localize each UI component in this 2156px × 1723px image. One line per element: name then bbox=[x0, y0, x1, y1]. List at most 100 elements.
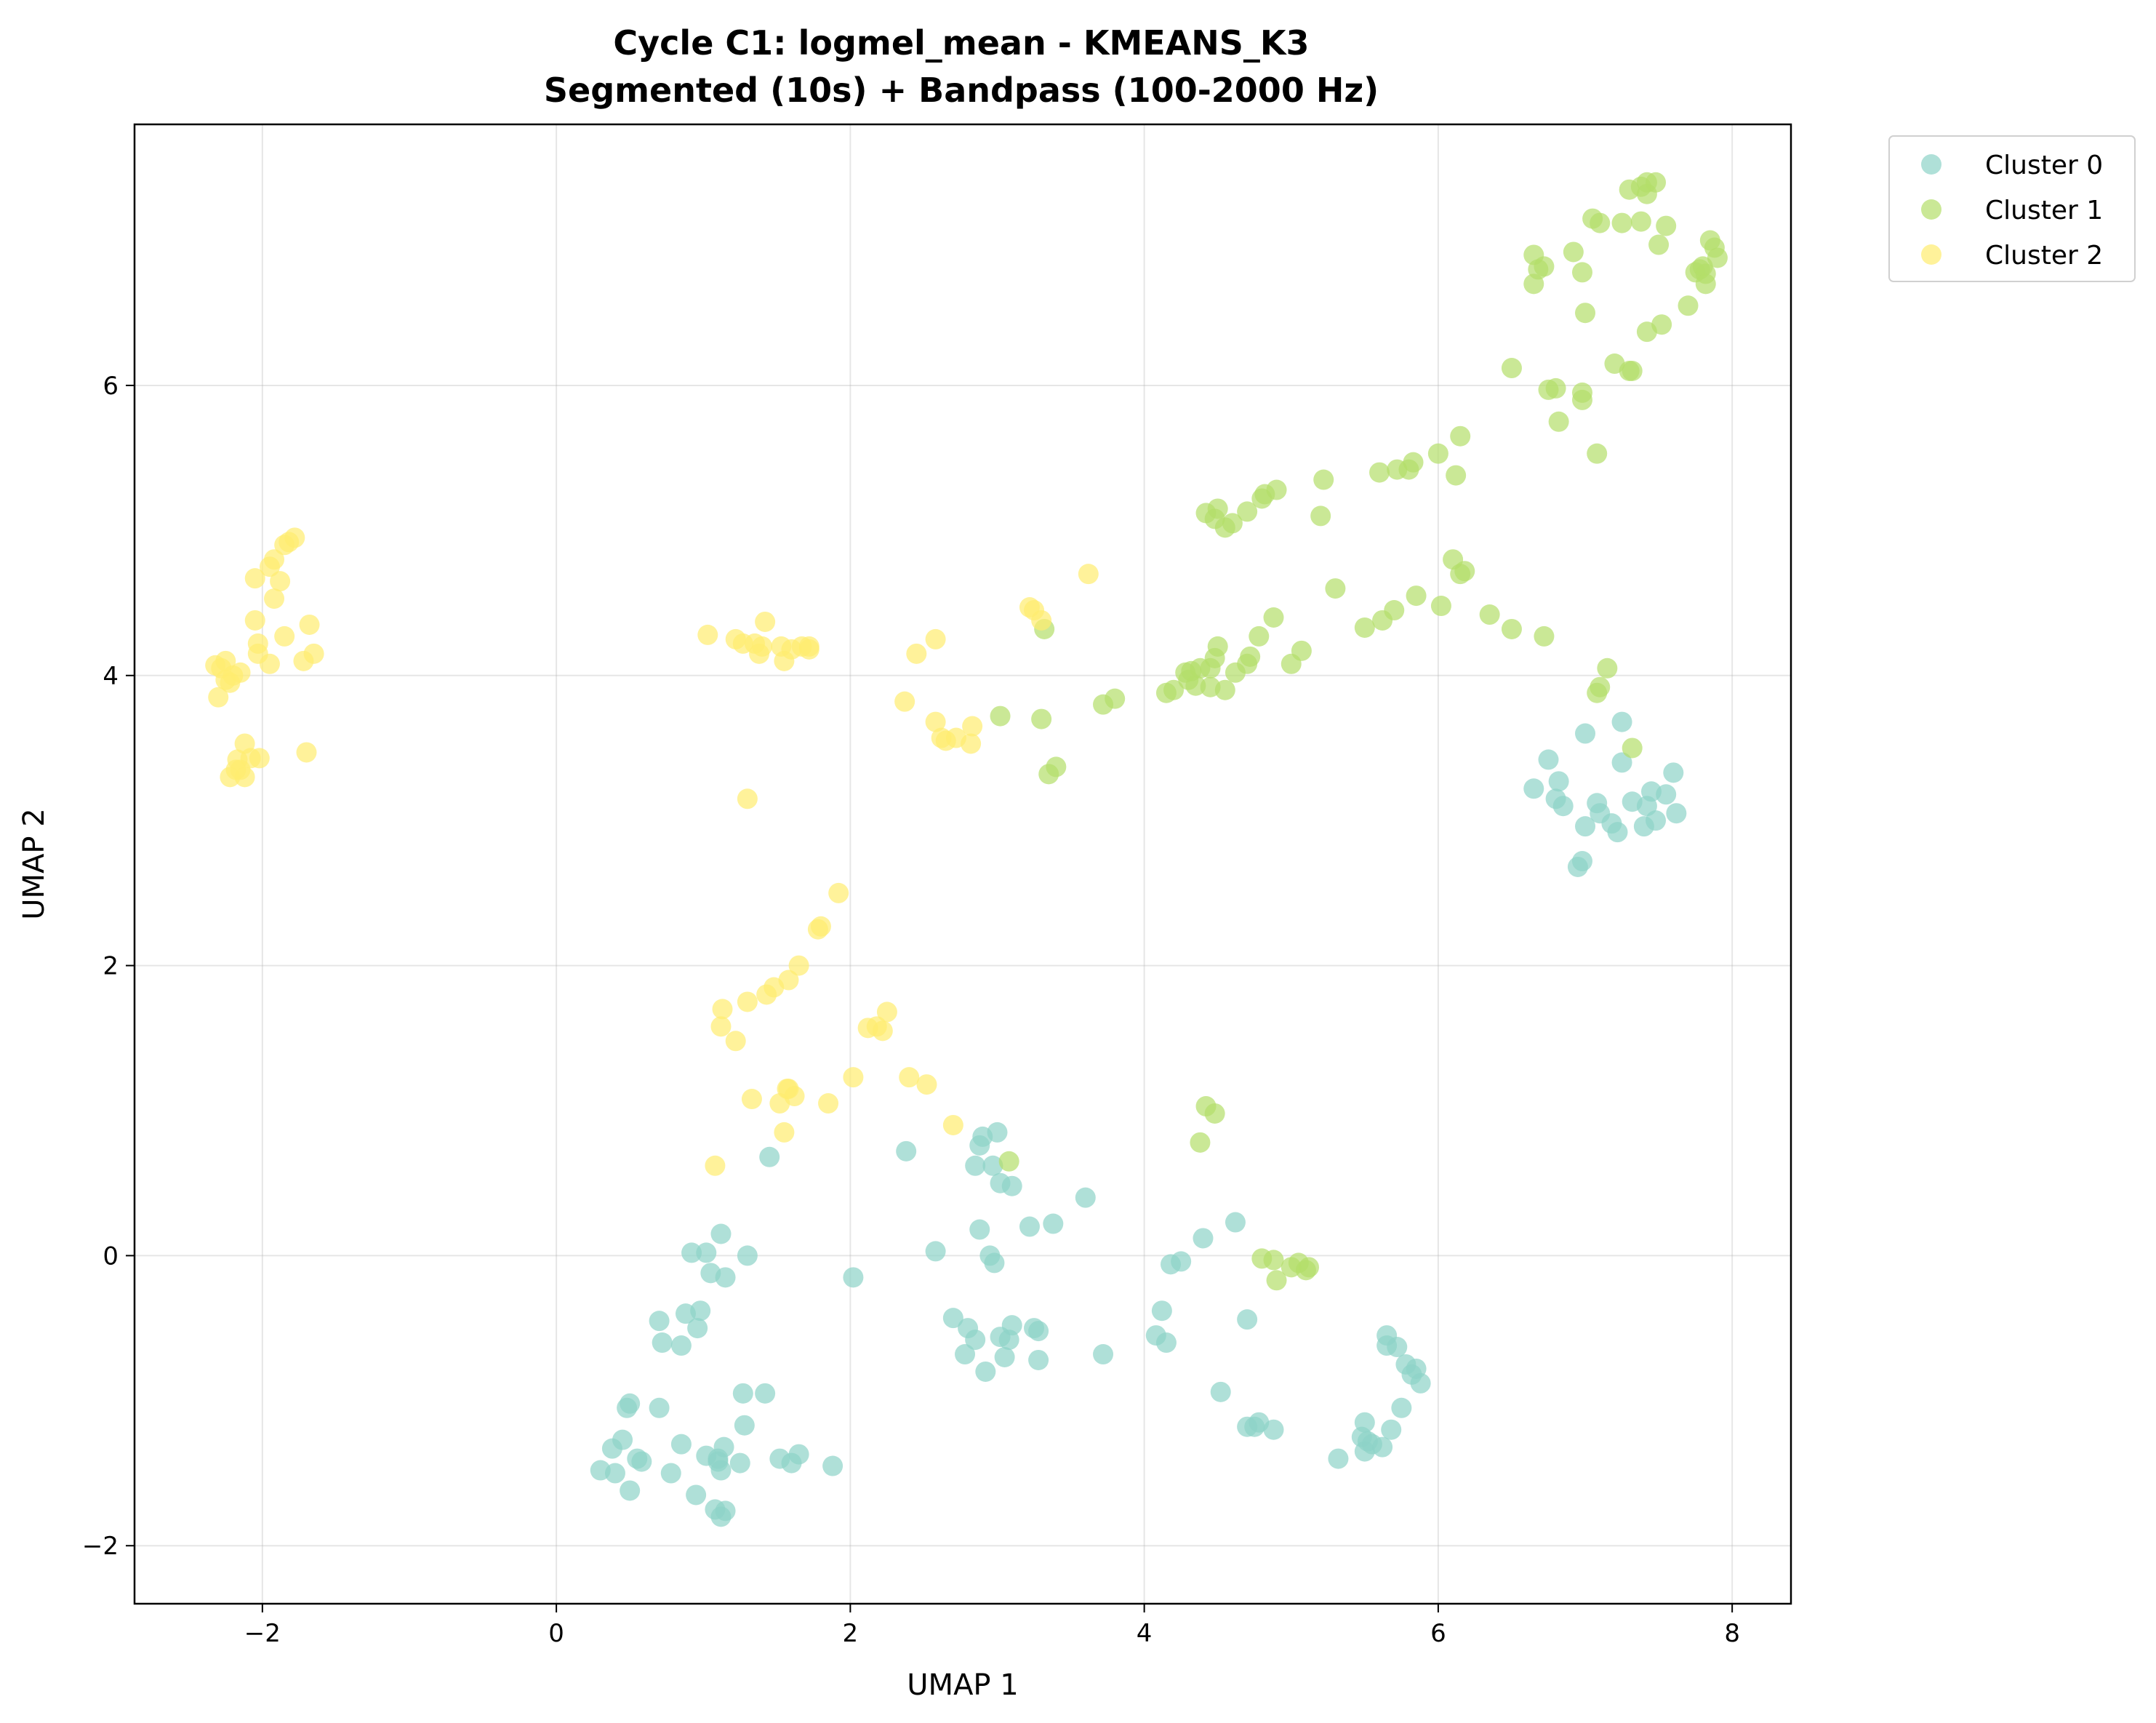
data-point bbox=[631, 1451, 652, 1472]
data-point bbox=[299, 614, 320, 635]
data-point bbox=[1372, 1436, 1393, 1458]
chart-subtitle: Segmented (10s) + Bandpass (100-2000 Hz) bbox=[544, 71, 1379, 110]
data-point bbox=[705, 1155, 726, 1176]
data-point bbox=[1207, 498, 1228, 519]
data-point bbox=[715, 1500, 736, 1522]
data-point bbox=[1575, 723, 1596, 744]
data-point bbox=[620, 1480, 641, 1501]
chart-title: Cycle C1: logmel_mean - KMEANS_K3 bbox=[613, 23, 1309, 63]
data-point bbox=[1093, 1344, 1114, 1365]
data-point bbox=[1430, 596, 1451, 617]
data-point bbox=[1249, 625, 1270, 647]
legend: Cluster 0 Cluster 1 Cluster 2 bbox=[1888, 135, 2136, 282]
data-point bbox=[604, 1463, 625, 1484]
data-point bbox=[818, 1093, 839, 1114]
data-point bbox=[1222, 513, 1243, 534]
axis-ticks: −2 0 2 4 6 8 −2 0 2 4 6 bbox=[82, 372, 1740, 1648]
data-point bbox=[843, 1067, 864, 1088]
x-tick-label: 6 bbox=[1430, 1619, 1446, 1648]
data-point bbox=[710, 1016, 732, 1037]
data-point bbox=[755, 611, 776, 632]
data-point bbox=[1019, 1216, 1040, 1237]
data-point bbox=[752, 636, 773, 657]
data-point bbox=[1450, 425, 1471, 447]
data-point bbox=[1427, 443, 1448, 464]
data-point bbox=[1263, 1419, 1284, 1440]
data-point bbox=[713, 1436, 734, 1458]
data-point bbox=[872, 1020, 893, 1042]
data-point bbox=[1028, 1321, 1049, 1342]
data-point bbox=[1630, 211, 1651, 232]
data-point bbox=[955, 1344, 976, 1365]
data-point bbox=[1622, 737, 1643, 759]
data-point bbox=[998, 1151, 1019, 1172]
data-point bbox=[1622, 361, 1643, 381]
data-point bbox=[1571, 262, 1592, 283]
data-point bbox=[1571, 382, 1592, 403]
plot-frame bbox=[133, 123, 1792, 1605]
data-point bbox=[670, 1434, 692, 1455]
data-point bbox=[737, 991, 758, 1012]
data-point bbox=[1291, 640, 1312, 661]
data-point bbox=[732, 1383, 753, 1404]
data-point bbox=[1266, 479, 1287, 500]
data-point bbox=[828, 882, 849, 903]
data-point bbox=[942, 1308, 963, 1329]
data-point bbox=[975, 1361, 996, 1382]
data-point bbox=[696, 1242, 717, 1263]
data-point bbox=[1075, 1187, 1096, 1208]
data-point bbox=[1552, 796, 1574, 817]
legend-items: Cluster 0 Cluster 1 Cluster 2 bbox=[1921, 151, 2103, 271]
data-point bbox=[247, 633, 268, 654]
data-point bbox=[982, 1155, 1003, 1176]
data-point bbox=[1207, 636, 1228, 657]
data-point bbox=[686, 1484, 707, 1506]
data-point bbox=[1501, 618, 1522, 639]
data-point bbox=[1597, 657, 1618, 679]
data-point bbox=[1031, 609, 1052, 631]
y-tick-label: 0 bbox=[103, 1242, 119, 1271]
data-point bbox=[1663, 762, 1684, 783]
data-point bbox=[965, 1330, 986, 1351]
data-point bbox=[270, 571, 291, 592]
legend-label: Cluster 1 bbox=[1985, 196, 2103, 225]
data-point bbox=[990, 705, 1011, 727]
data-point bbox=[1611, 711, 1632, 732]
data-point bbox=[1078, 564, 1099, 585]
data-point bbox=[697, 624, 718, 645]
data-point bbox=[234, 767, 255, 788]
y-tick-label: 2 bbox=[103, 952, 119, 981]
series-2 bbox=[205, 527, 1099, 1176]
data-point bbox=[259, 653, 280, 674]
data-point bbox=[962, 716, 983, 737]
data-point bbox=[1403, 452, 1424, 473]
data-point bbox=[1391, 1397, 1412, 1418]
data-point bbox=[1001, 1175, 1022, 1196]
data-point bbox=[1031, 708, 1052, 729]
data-point bbox=[774, 1122, 795, 1143]
data-point bbox=[1548, 411, 1569, 432]
x-tick-label: 8 bbox=[1724, 1619, 1740, 1648]
data-point bbox=[1325, 578, 1346, 599]
y-tick-label: −2 bbox=[82, 1532, 119, 1561]
data-point bbox=[1571, 851, 1592, 872]
legend-marker bbox=[1921, 199, 1941, 220]
data-point bbox=[1387, 1337, 1408, 1358]
data-point bbox=[1648, 234, 1670, 255]
data-point bbox=[303, 643, 324, 664]
data-point bbox=[649, 1397, 670, 1418]
data-point bbox=[1651, 314, 1672, 335]
data-point bbox=[284, 527, 305, 548]
data-point bbox=[798, 639, 819, 660]
data-point bbox=[1354, 1412, 1375, 1433]
data-point bbox=[1185, 675, 1206, 696]
data-point bbox=[1328, 1448, 1349, 1469]
data-point bbox=[1001, 1315, 1022, 1336]
data-point bbox=[987, 1122, 1008, 1143]
data-point bbox=[710, 1460, 732, 1481]
data-point bbox=[1204, 1103, 1225, 1124]
data-point bbox=[737, 788, 758, 809]
data-point bbox=[710, 1223, 732, 1244]
